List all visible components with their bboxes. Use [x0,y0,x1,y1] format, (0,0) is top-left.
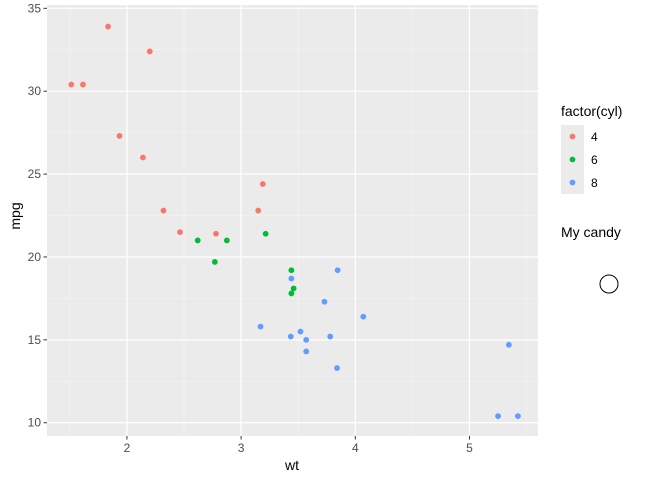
y-tick-label: 25 [28,167,42,181]
data-point-cyl-4 [140,154,146,161]
data-point-cyl-4 [259,181,266,187]
x-tick-label: 5 [466,441,473,455]
data-point-cyl-6 [288,267,295,274]
data-point-cyl-4 [80,81,86,88]
y-tick-label: 35 [28,1,42,15]
data-point-cyl-8 [360,313,367,320]
custom-legend-title: My candy [561,224,621,240]
legend-label-6: 6 [591,153,598,167]
major-gridlines [47,5,538,436]
y-axis: 10 15 20 25 30 35 [28,1,47,430]
y-tick-label: 30 [28,84,42,98]
data-point-cyl-8 [287,333,294,340]
data-points [68,23,521,420]
data-point-cyl-4 [68,81,75,88]
data-point-cyl-6 [211,259,218,265]
y-tick-label: 10 [28,416,42,430]
data-point-cyl-4 [116,133,123,139]
data-point-cyl-6 [223,237,230,244]
y-tick-label: 20 [28,250,42,264]
data-point-cyl-8 [303,348,310,355]
legend-title: factor(cyl) [561,103,622,119]
data-point-cyl-4 [213,230,219,237]
data-point-cyl-8 [515,413,521,420]
x-tick-label: 4 [352,441,359,455]
data-point-cyl-8 [321,298,328,305]
y-axis-title: mpg [7,202,23,229]
legend-label-8: 8 [591,176,598,190]
plot-panel [47,5,538,436]
data-point-cyl-4 [255,207,262,214]
data-point-cyl-4 [160,207,167,214]
data-point-cyl-8 [334,365,340,371]
data-point-cyl-4 [146,48,153,55]
legend: factor(cyl) 4 6 8 [561,103,622,194]
x-axis: 2 3 4 5 [124,436,473,455]
data-point-cyl-8 [303,336,310,343]
legend-label-4: 4 [591,130,598,144]
custom-legend: My candy [561,224,621,294]
x-tick-label: 2 [124,441,131,455]
data-point-cyl-6 [288,290,295,297]
data-point-cyl-8 [505,341,512,348]
data-point-cyl-4 [105,23,111,30]
x-axis-title: wt [284,457,299,473]
data-point-cyl-8 [495,413,501,420]
x-tick-label: 3 [238,441,245,455]
data-point-cyl-8 [257,323,264,330]
custom-legend-circle-icon [599,274,619,294]
data-point-cyl-4 [177,229,183,236]
data-point-cyl-8 [334,267,341,274]
data-point-cyl-6 [194,237,201,244]
data-point-cyl-8 [297,328,304,335]
data-point-cyl-8 [327,333,334,340]
legend-key-point-4 [569,133,576,140]
minor-gridlines [47,5,538,436]
legend-keys: 4 6 8 [561,125,598,194]
legend-key-point-8 [569,179,576,186]
legend-key-point-6 [569,156,576,163]
data-point-cyl-6 [262,230,269,237]
y-tick-label: 15 [28,333,42,347]
data-point-cyl-8 [288,275,295,282]
data-point-cyl-6 [290,285,297,292]
